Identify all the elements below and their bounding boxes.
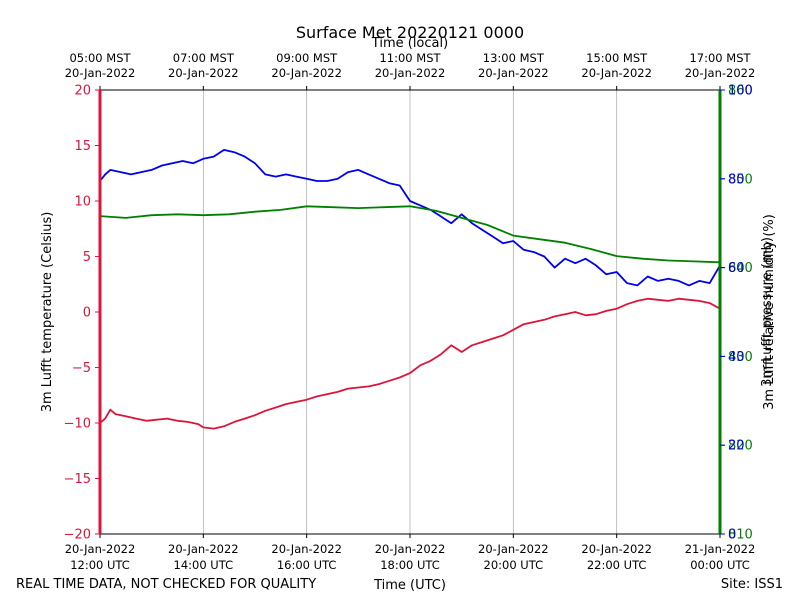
series-line-3m-lufft-pressure	[99, 205, 721, 264]
y-left-tick-label: −10	[64, 417, 91, 432]
x-tick-label-local-date: 20-Jan-2022	[375, 66, 446, 80]
x-tick-label-local-time: 09:00 MST	[276, 51, 338, 65]
x-tick-label-local-date: 20-Jan-2022	[168, 66, 239, 80]
x-tick-label-local-time: 13:00 MST	[483, 51, 545, 65]
x-tick-label-local-time: 07:00 MST	[173, 51, 235, 65]
x-tick-label-utc-date: 20-Jan-2022	[168, 542, 239, 556]
y-left-tick-label: −20	[64, 528, 91, 543]
x-tick-label-utc-time: 20:00 UTC	[484, 558, 544, 572]
x-tick-label-local-date: 20-Jan-2022	[478, 66, 549, 80]
y-right-humidity-tick-label: 60	[728, 261, 745, 276]
x-tick-label-local-time: 05:00 MST	[69, 51, 131, 65]
top-axis-label: Time (local)	[371, 36, 448, 51]
y-left-tick-label: 5	[83, 250, 91, 265]
x-tick-label-utc-time: 00:00 UTC	[690, 558, 750, 572]
x-tick-label-local-date: 20-Jan-2022	[65, 66, 136, 80]
y-right-humidity-tick-label: 80	[728, 172, 745, 187]
y-left-tick-label: 0	[83, 306, 91, 321]
y-right-humidity-label: 3m Lufft relative humidity (%)	[762, 214, 777, 410]
x-tick-label-local-date: 20-Jan-2022	[581, 66, 652, 80]
x-tick-label-utc-date: 20-Jan-2022	[478, 542, 549, 556]
footer-quality-note: REAL TIME DATA, NOT CHECKED FOR QUALITY	[16, 577, 316, 592]
y-right-humidity-tick-label: 0	[728, 528, 736, 543]
y-right-pressure-tick-label: 810	[728, 528, 753, 543]
x-tick-label-utc-date: 20-Jan-2022	[375, 542, 446, 556]
x-tick-label-utc-time: 22:00 UTC	[587, 558, 647, 572]
x-tick-label-utc-time: 16:00 UTC	[277, 558, 337, 572]
x-tick-label-utc-date: 20-Jan-2022	[65, 542, 136, 556]
grid-lines	[202, 90, 618, 534]
x-tick-label-utc-time: 12:00 UTC	[70, 558, 130, 572]
x-tick-label-utc-date: 20-Jan-2022	[581, 542, 652, 556]
x-tick-label-utc-date: 20-Jan-2022	[271, 542, 342, 556]
x-tick-label-local-time: 15:00 MST	[586, 51, 648, 65]
series-line-3m-lufft-temperature	[99, 297, 721, 430]
y-right-pressure-tick-label: 860	[728, 84, 753, 99]
x-tick-label-local-time: 11:00 MST	[379, 51, 441, 65]
y-left-tick-label: 15	[74, 139, 91, 154]
y-right-pressure-tick-label: 820	[728, 439, 753, 454]
y-left-tick-label: 20	[74, 84, 91, 99]
x-axis-label: Time (UTC)	[373, 578, 446, 593]
data-series	[99, 148, 721, 430]
chart-title: Surface Met 20220121 0000	[296, 23, 524, 42]
x-tick-label-utc-time: 14:00 UTC	[174, 558, 234, 572]
axis-ticks: 20-Jan-2022 12:00 UTC 20-Jan-2022 14:00 UTC…	[64, 51, 756, 572]
y-left-tick-label: 10	[74, 195, 91, 210]
footer-site: Site: ISS1	[721, 577, 783, 592]
x-tick-label-local-date: 20-Jan-2022	[271, 66, 342, 80]
y-right-humidity-tick-label: 100	[728, 84, 753, 99]
y-left-tick-label: −5	[72, 361, 91, 376]
y-right-pressure-tick-label: 850	[728, 172, 753, 187]
y-right-humidity-tick-label: 20	[728, 439, 745, 454]
x-tick-label-local-date: 20-Jan-2022	[685, 66, 756, 80]
y-left-axis-label: 3m Lufft temperature (Celsius)	[40, 212, 55, 413]
y-right-pressure-label: 3m Lufft pressure (mb)	[760, 237, 775, 387]
x-tick-label-utc-date: 21-Jan-2022	[685, 542, 756, 556]
x-tick-label-utc-time: 18:00 UTC	[380, 558, 440, 572]
y-right-pressure-tick-label: 830	[728, 350, 753, 365]
y-right-humidity-tick-label: 40	[728, 350, 745, 365]
series-line-3m-lufft-relative-humidity	[99, 148, 721, 287]
y-right-pressure-tick-label: 840	[728, 261, 753, 276]
x-tick-label-local-time: 17:00 MST	[689, 51, 751, 65]
y-left-tick-label: −15	[64, 472, 91, 487]
